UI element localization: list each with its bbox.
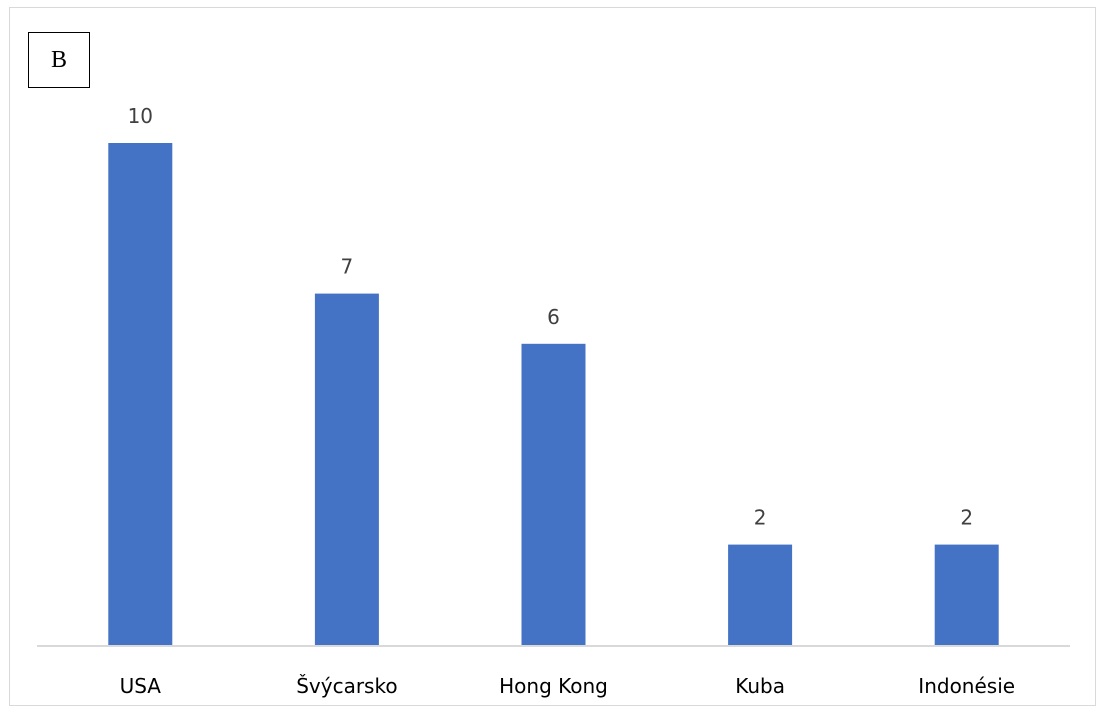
x-tick-label-4: Indonésie <box>918 674 1015 698</box>
data-label-2: 6 <box>547 305 560 329</box>
x-tick-label-0: USA <box>120 674 162 698</box>
x-tick-label-3: Kuba <box>735 674 785 698</box>
bar-4 <box>934 544 999 645</box>
panel-label: B <box>28 32 90 88</box>
data-labels-layer: 10 7 6 2 2 <box>128 104 973 530</box>
data-label-0: 10 <box>128 104 153 128</box>
bar-0 <box>108 143 173 645</box>
x-tick-label-2: Hong Kong <box>499 674 608 698</box>
x-tick-labels-layer: USA Švýcarsko Hong Kong Kuba Indonésie <box>120 674 1015 698</box>
data-label-4: 2 <box>960 506 973 530</box>
bar-2 <box>521 343 586 645</box>
bar-3 <box>728 544 793 645</box>
data-label-3: 2 <box>754 506 767 530</box>
x-tick-label-1: Švýcarsko <box>296 674 397 698</box>
bar-1 <box>314 293 379 645</box>
data-label-1: 7 <box>341 255 354 279</box>
bars-layer <box>108 143 999 645</box>
